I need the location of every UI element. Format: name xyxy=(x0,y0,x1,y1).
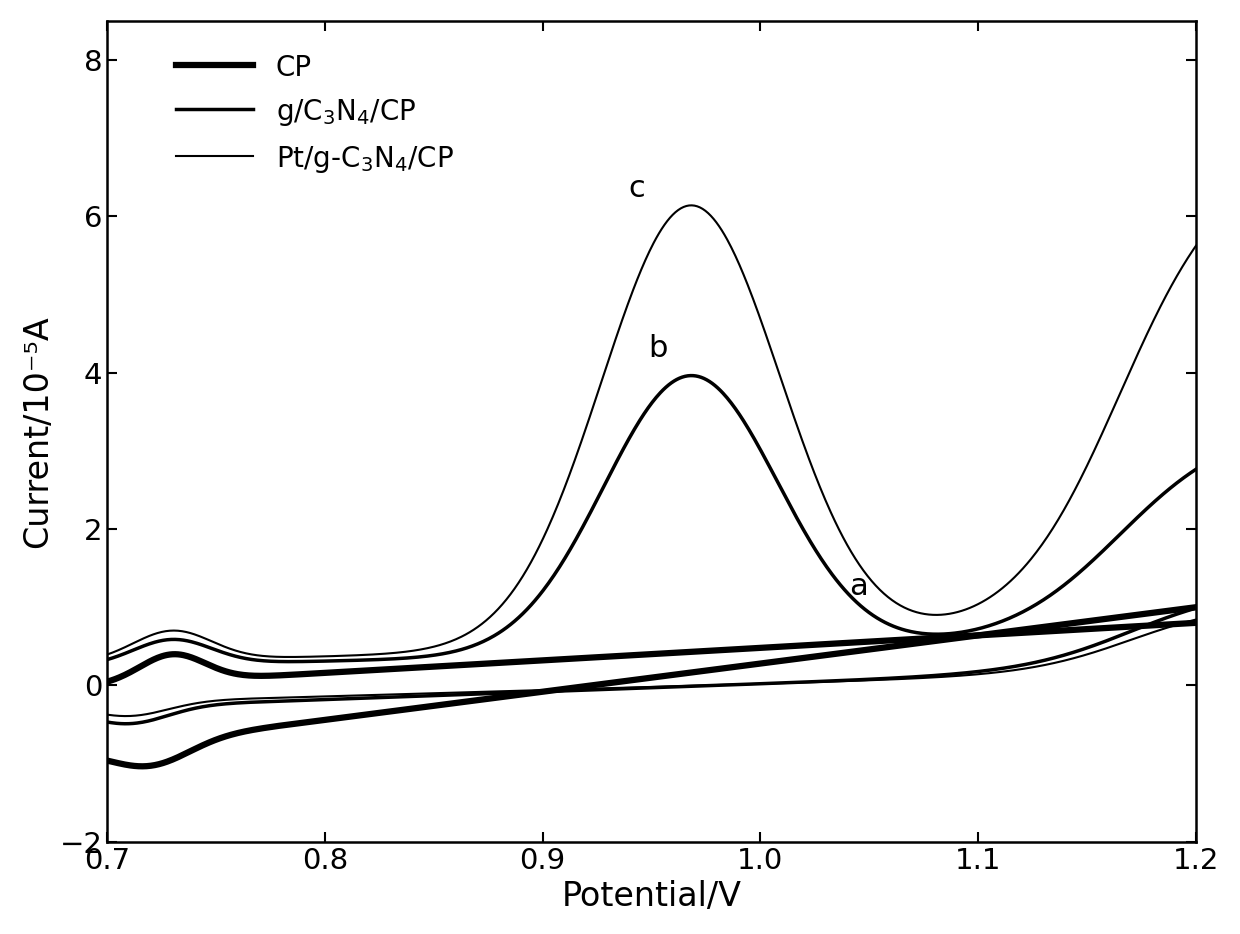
Y-axis label: Current/10⁻⁵A: Current/10⁻⁵A xyxy=(21,315,53,547)
Text: a: a xyxy=(849,573,868,601)
X-axis label: Potential/V: Potential/V xyxy=(562,880,742,913)
Legend: CP, g/C$_3$N$_4$/CP, Pt/g-C$_3$N$_4$/CP: CP, g/C$_3$N$_4$/CP, Pt/g-C$_3$N$_4$/CP xyxy=(165,43,465,186)
Text: b: b xyxy=(649,334,668,363)
Text: c: c xyxy=(627,174,645,203)
